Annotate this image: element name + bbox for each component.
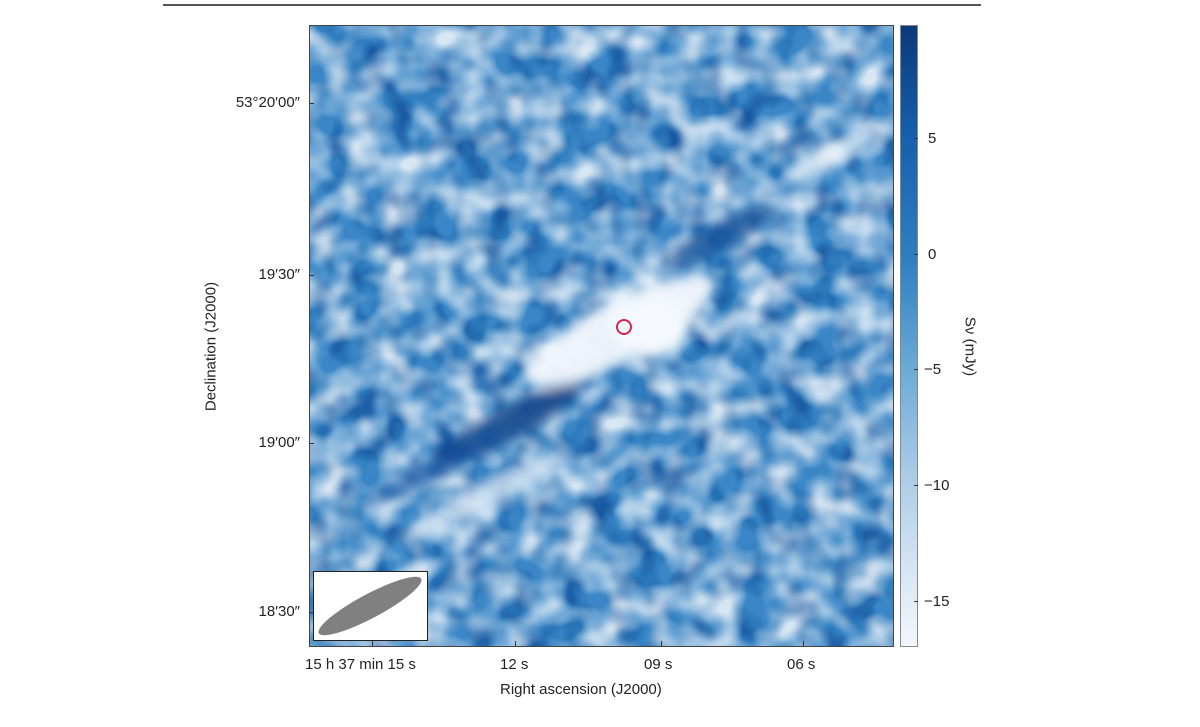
colorbar-tick <box>914 138 918 139</box>
heatmap-image <box>310 26 893 646</box>
colorbar-title: Sν (mJy) <box>961 316 979 377</box>
y-tick-label: 19′00″ <box>258 434 301 451</box>
x-tick <box>661 641 662 646</box>
colorbar-tick-label: −10 <box>924 477 950 494</box>
y-tick <box>309 275 314 276</box>
colorbar-tick-label: 0 <box>928 246 937 263</box>
colorbar-tick <box>914 369 918 370</box>
colorbar-tick-label: −15 <box>924 593 950 610</box>
y-tick-label: 53°20′00″ <box>235 94 300 111</box>
x-tick <box>515 641 516 646</box>
x-tick-label: 09 s <box>644 656 673 673</box>
target-marker-circle <box>616 319 632 335</box>
x-tick-label: 12 s <box>500 656 529 673</box>
x-tick <box>803 641 804 646</box>
top-rule <box>163 4 981 6</box>
y-tick <box>309 612 314 613</box>
x-tick-label: 06 s <box>787 656 816 673</box>
colorbar-tick-label: −5 <box>924 361 942 378</box>
x-axis-title: Right ascension (J2000) <box>500 681 662 698</box>
beam-ellipse-icon <box>318 576 422 636</box>
radio-map-heatmap <box>309 25 894 647</box>
colorbar <box>900 25 918 647</box>
y-tick-label: 18′30″ <box>258 603 301 620</box>
y-axis-title: Declination (J2000) <box>202 281 220 412</box>
x-tick-label: 15 h 37 min 15 s <box>305 656 416 673</box>
colorbar-tick <box>914 485 918 486</box>
colorbar-tick <box>914 254 918 255</box>
colorbar-tick-value: 15 <box>932 593 950 610</box>
colorbar-tick-label: 5 <box>928 130 937 147</box>
x-tick <box>372 641 373 646</box>
colorbar-tick-value: 5 <box>932 361 942 378</box>
colorbar-tick-value: 10 <box>932 477 950 494</box>
y-tick <box>309 103 314 104</box>
y-tick-label: 19′30″ <box>258 266 301 283</box>
beam-inset <box>313 571 428 641</box>
y-tick <box>309 443 314 444</box>
colorbar-tick <box>914 601 918 602</box>
